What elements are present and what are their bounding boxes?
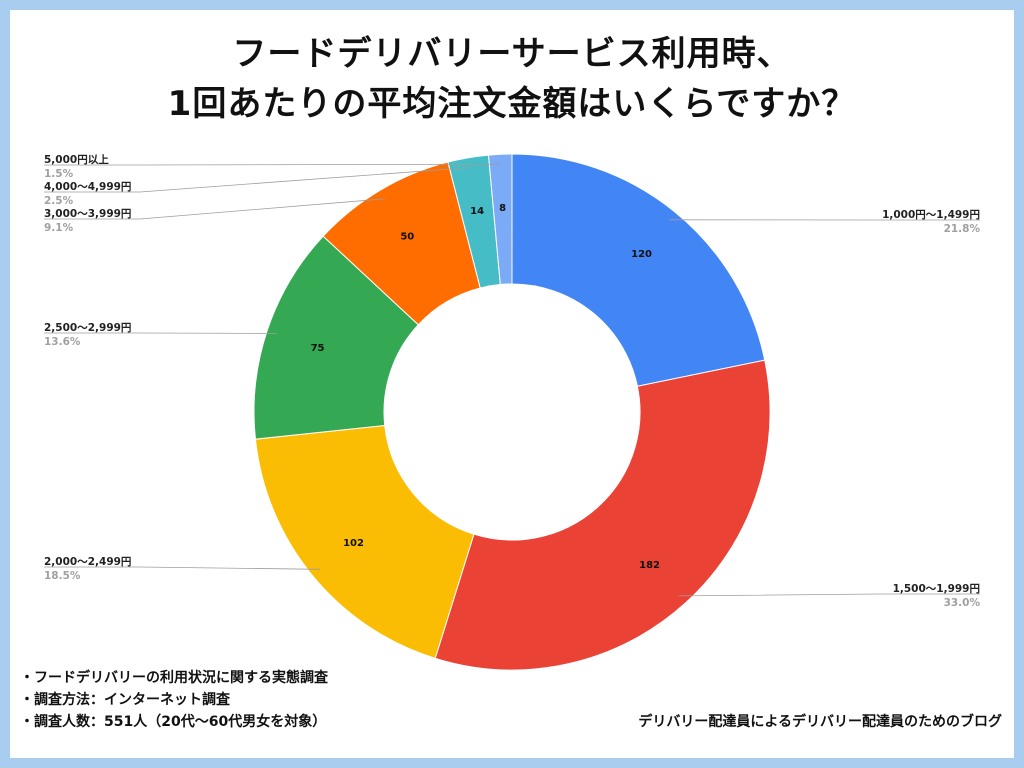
slice-value-label: 182 xyxy=(639,560,660,571)
slice-percent-label: 33.0% xyxy=(944,597,981,609)
slice-percent-label: 21.8% xyxy=(944,223,981,235)
callout-line xyxy=(44,198,386,220)
slice-category-label: 1,000円〜1,499円 xyxy=(882,209,980,221)
source-credit: デリバリー配達員によるデリバリー配達員のためのブログ xyxy=(638,714,1002,730)
slice-category-label: 4,000〜4,999円 xyxy=(44,181,131,193)
slice-percent-label: 13.6% xyxy=(44,336,81,348)
slice-category-label: 1,500〜1,999円 xyxy=(893,583,980,595)
slice-value-label: 50 xyxy=(400,232,414,243)
slice-value-label: 75 xyxy=(311,343,325,354)
slice-category-label: 5,000円以上 xyxy=(44,153,109,166)
donut-slice xyxy=(487,153,513,286)
survey-note-sample: ・調査人数：551人（20代〜60代男女を対象） xyxy=(20,714,327,730)
callout-line xyxy=(44,167,470,193)
callout-line xyxy=(44,566,321,570)
donut-slice xyxy=(511,153,766,387)
callout-line xyxy=(44,163,501,166)
chart-title-line-1: フードデリバリーサービス利用時、 xyxy=(232,34,792,74)
slice-percent-label: 1.5% xyxy=(44,168,74,180)
slice-value-label: 8 xyxy=(499,203,506,214)
survey-note-method: ・調査方法：インターネット調査 xyxy=(20,692,230,708)
callout-line xyxy=(678,593,980,597)
slice-percent-label: 18.5% xyxy=(44,570,81,582)
slice-value-label: 14 xyxy=(470,206,484,217)
survey-note-topic: ・フードデリバリーの利用状況に関する実態調査 xyxy=(20,670,328,686)
survey-notes: ・フードデリバリーの利用状況に関する実態調査 ・調査方法：インターネット調査 ・… xyxy=(20,667,328,733)
slice-value-label: 120 xyxy=(631,249,652,260)
slice-category-label: 2,000〜2,499円 xyxy=(44,556,131,568)
donut-slice xyxy=(254,424,475,659)
slice-category-label: 2,500〜2,999円 xyxy=(44,322,131,334)
chart-title-line-2: 1回あたりの平均注文金額はいくらですか？ xyxy=(167,84,857,124)
slice-value-label: 102 xyxy=(343,538,364,549)
slice-percent-label: 9.1% xyxy=(44,222,74,234)
slice-percent-label: 2.5% xyxy=(44,195,74,207)
donut-slice xyxy=(434,359,771,671)
slice-category-label: 3,000〜3,999円 xyxy=(44,208,131,220)
